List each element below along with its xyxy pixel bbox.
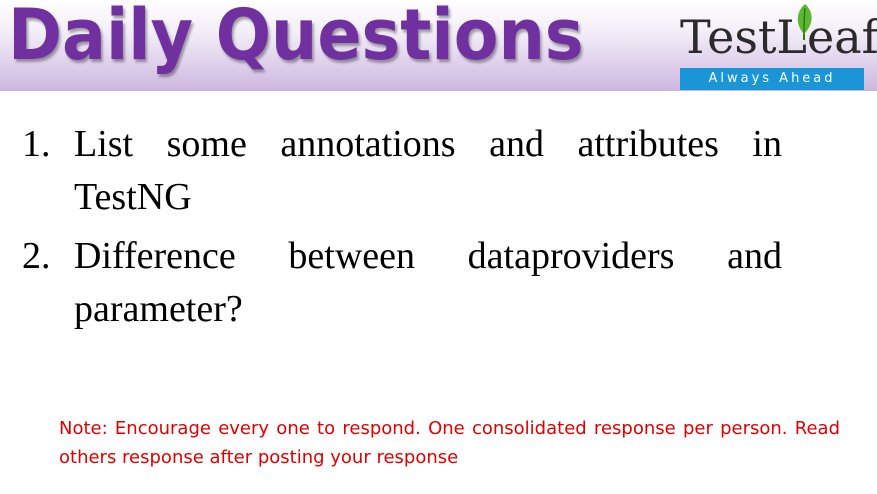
slide-title: Daily Questions <box>8 0 584 76</box>
list-item-number: 2. <box>22 235 51 277</box>
logo-tagline: Always Ahead <box>680 68 864 90</box>
list-item: 2. Difference between dataproviders and … <box>22 230 782 336</box>
list-item-text: Difference between dataproviders and par… <box>74 235 782 330</box>
logo-brand-text: TestLeaf <box>680 10 877 64</box>
leaf-icon <box>797 4 812 40</box>
question-list: 1. List some annotations and attributes … <box>22 118 782 342</box>
note-text: Note: Encourage every one to respond. On… <box>59 418 840 468</box>
slide-header: Daily Questions TestLeaf Always Ahead <box>0 0 877 91</box>
list-item-text: List some annotations and attributes in … <box>74 123 782 218</box>
list-item: 1. List some annotations and attributes … <box>22 118 782 224</box>
testleaf-logo: TestLeaf Always Ahead <box>680 4 877 90</box>
list-item-number: 1. <box>22 123 51 165</box>
